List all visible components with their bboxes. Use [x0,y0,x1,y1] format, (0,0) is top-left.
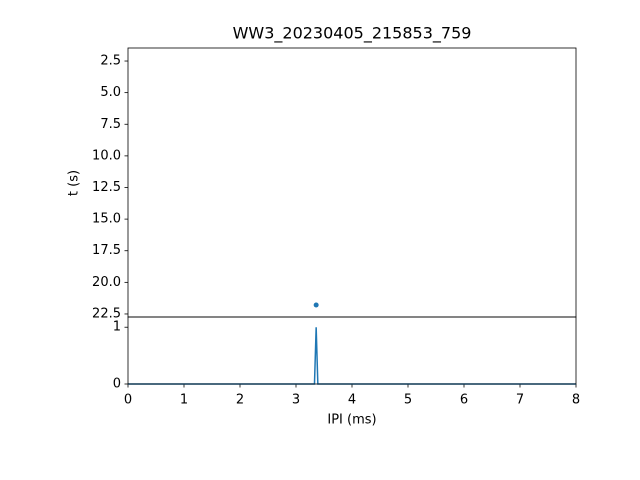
y-tick-label: 10.0 [92,148,121,163]
axes-frame [127,316,577,385]
chart-title: WW3_20230405_215853_759 [233,24,472,44]
y-tick-label: 20.0 [92,275,121,290]
y-tick-label: 22.5 [92,306,121,321]
x-tick-label: 5 [404,393,412,408]
x-tick-label: 6 [460,393,468,408]
y-tick-label: 5.0 [100,85,121,100]
x-axis-label: IPI (ms) [327,413,376,428]
y-tick-label: 15.0 [92,212,121,227]
y-axis-label: t (s) [67,170,82,196]
x-tick-label: 2 [236,393,244,408]
x-tick-label: 7 [516,393,524,408]
y-tick-label: 12.5 [92,180,121,195]
y-tick-label: 7.5 [100,117,121,132]
y-tick-label: 1 [113,320,121,335]
point [313,302,319,308]
x-tick-label: 1 [180,393,188,408]
y-tick-label: 0 [113,377,121,392]
x-tick-label: 8 [572,393,580,408]
x-tick-label: 0 [124,393,132,408]
y-tick-label: 17.5 [92,243,121,258]
x-tick-label: 3 [292,393,300,408]
y-tick-label: 2.5 [100,54,121,69]
x-tick-label: 4 [348,393,356,408]
